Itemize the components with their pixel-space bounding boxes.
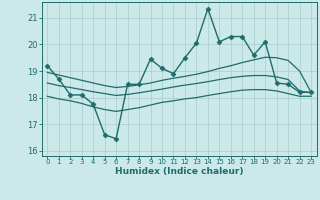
X-axis label: Humidex (Indice chaleur): Humidex (Indice chaleur) xyxy=(115,167,244,176)
